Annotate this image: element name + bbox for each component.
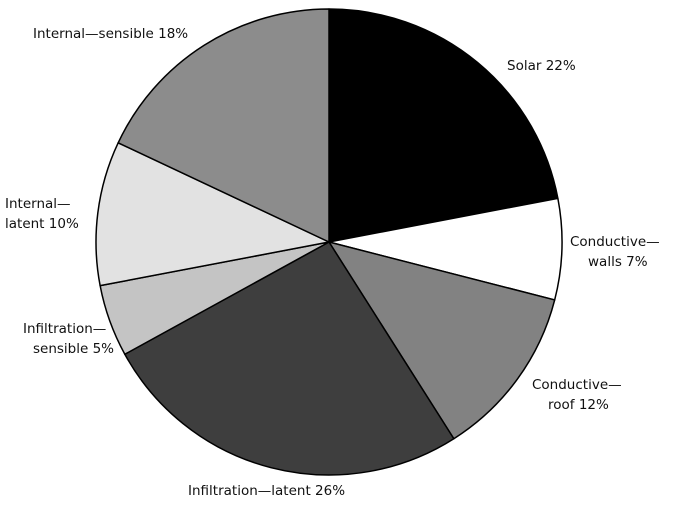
slice-label: Conductive— — [570, 234, 660, 250]
pie-slice — [328, 241, 556, 440]
slice-label: Conductive— — [532, 377, 622, 393]
pie-slice — [95, 142, 330, 287]
slice-label: Internal— — [5, 196, 71, 212]
pie-slice — [124, 241, 455, 476]
slice-label: latent 10% — [5, 216, 79, 232]
slice-label: walls 7% — [588, 254, 648, 270]
slice-label: Infiltration— — [23, 321, 106, 337]
pie-slice — [328, 197, 563, 301]
slice-label: Infiltration—latent 26% — [188, 483, 345, 499]
slice-label: roof 12% — [548, 397, 609, 413]
slice-label: Solar 22% — [507, 58, 576, 74]
pie-slice — [328, 8, 559, 243]
pie-slice — [117, 8, 330, 243]
slice-label: sensible 5% — [33, 341, 114, 357]
slice-label: Internal—sensible 18% — [33, 26, 188, 42]
